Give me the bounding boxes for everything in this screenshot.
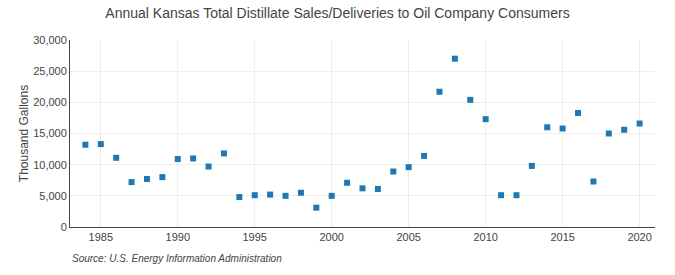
svg-text:20,000: 20,000 (33, 96, 67, 108)
svg-text:2020: 2020 (627, 231, 651, 243)
svg-text:Thousand Gallons: Thousand Gallons (17, 85, 31, 182)
svg-text:15,000: 15,000 (33, 127, 67, 139)
svg-text:2010: 2010 (473, 231, 497, 243)
svg-text:2000: 2000 (319, 231, 343, 243)
svg-text:5,000: 5,000 (39, 190, 67, 202)
svg-text:10,000: 10,000 (33, 159, 67, 171)
svg-text:1990: 1990 (166, 231, 190, 243)
svg-text:2005: 2005 (396, 231, 420, 243)
svg-text:Source: U.S. Energy Informatio: Source: U.S. Energy Information Administ… (72, 253, 282, 264)
svg-text:25,000: 25,000 (33, 65, 67, 77)
svg-text:Annual Kansas Total Distillate: Annual Kansas Total Distillate Sales/Del… (105, 5, 569, 21)
svg-text:1985: 1985 (89, 231, 113, 243)
svg-text:30,000: 30,000 (33, 34, 67, 46)
svg-text:2015: 2015 (550, 231, 574, 243)
svg-text:1995: 1995 (242, 231, 266, 243)
svg-text:0: 0 (61, 221, 67, 233)
